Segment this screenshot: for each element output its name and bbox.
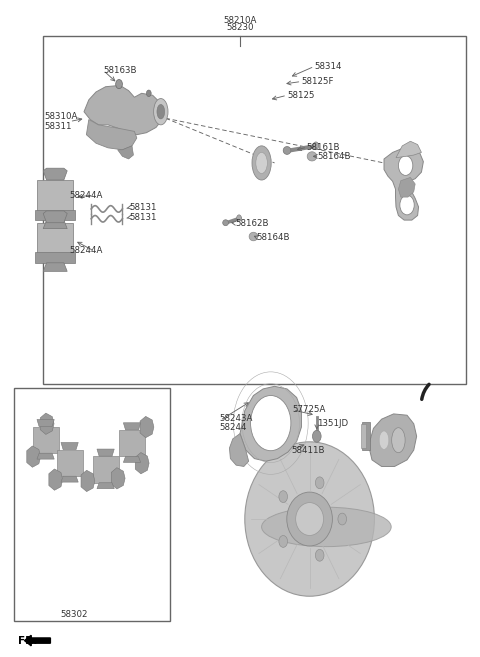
Polygon shape [123, 457, 141, 463]
Polygon shape [229, 434, 249, 466]
Polygon shape [123, 423, 141, 430]
Bar [361, 424, 366, 448]
Polygon shape [27, 446, 41, 467]
Text: 58125F: 58125F [301, 77, 334, 86]
Ellipse shape [252, 146, 271, 180]
Polygon shape [396, 141, 421, 158]
Text: 58131: 58131 [130, 203, 157, 212]
Bar [119, 430, 145, 457]
Ellipse shape [154, 99, 168, 125]
Polygon shape [37, 453, 54, 459]
Polygon shape [40, 413, 54, 434]
Polygon shape [118, 146, 133, 159]
Text: 1351JD: 1351JD [317, 419, 348, 428]
Ellipse shape [392, 428, 405, 453]
Polygon shape [140, 417, 154, 438]
Text: 58244A: 58244A [70, 191, 103, 200]
Bar [43, 36, 466, 384]
FancyArrow shape [24, 635, 50, 646]
Polygon shape [97, 449, 114, 456]
Text: 58243A: 58243A [220, 414, 253, 423]
Polygon shape [43, 220, 67, 229]
Circle shape [251, 396, 291, 451]
Circle shape [315, 549, 324, 561]
Polygon shape [86, 120, 137, 150]
Polygon shape [384, 148, 423, 220]
Ellipse shape [262, 507, 391, 547]
Text: 58244A: 58244A [70, 246, 103, 256]
Text: 58161B: 58161B [306, 143, 340, 152]
Text: 58311: 58311 [44, 122, 72, 131]
Text: 58210A: 58210A [223, 16, 257, 25]
Polygon shape [81, 470, 95, 491]
Polygon shape [398, 177, 415, 197]
Circle shape [312, 430, 321, 442]
Circle shape [237, 215, 241, 221]
Bar [37, 223, 73, 257]
Ellipse shape [249, 232, 258, 241]
Polygon shape [61, 443, 78, 449]
Text: 58411B: 58411B [292, 446, 325, 455]
Bar [57, 449, 83, 476]
Text: 58302: 58302 [60, 610, 88, 619]
Ellipse shape [307, 152, 317, 161]
Bar [37, 180, 73, 214]
Bar [35, 252, 75, 263]
Text: 58314: 58314 [314, 62, 342, 71]
Polygon shape [240, 386, 301, 461]
Text: 58125: 58125 [287, 91, 314, 100]
Bar [362, 422, 370, 450]
Circle shape [279, 535, 288, 547]
Circle shape [116, 79, 122, 89]
Text: 58310A: 58310A [44, 112, 78, 122]
Circle shape [146, 90, 151, 97]
Polygon shape [43, 211, 67, 223]
Text: 58162B: 58162B [235, 219, 269, 228]
Ellipse shape [157, 104, 165, 119]
Bar [35, 210, 75, 220]
Bar [14, 388, 170, 621]
Ellipse shape [223, 219, 228, 226]
Circle shape [400, 195, 414, 215]
Polygon shape [97, 483, 114, 489]
Bar [93, 456, 119, 483]
Text: 58164B: 58164B [256, 233, 290, 242]
Text: 58230: 58230 [226, 23, 254, 32]
Circle shape [279, 491, 288, 503]
Polygon shape [111, 468, 125, 489]
Polygon shape [135, 453, 149, 474]
Polygon shape [49, 469, 63, 490]
Circle shape [338, 513, 347, 525]
Text: 57725A: 57725A [293, 405, 326, 415]
Ellipse shape [296, 503, 324, 535]
Polygon shape [369, 414, 417, 466]
Polygon shape [61, 476, 78, 482]
Ellipse shape [379, 431, 389, 449]
Ellipse shape [287, 492, 333, 546]
Circle shape [315, 477, 324, 489]
Ellipse shape [245, 442, 374, 597]
Text: FR.: FR. [18, 635, 37, 646]
Polygon shape [43, 263, 67, 271]
Text: 58164B: 58164B [318, 152, 351, 161]
Ellipse shape [256, 152, 267, 173]
Polygon shape [37, 419, 54, 426]
Polygon shape [84, 85, 163, 135]
Polygon shape [43, 168, 67, 180]
Text: 58244: 58244 [220, 423, 247, 432]
Circle shape [398, 156, 413, 175]
Text: 58163B: 58163B [103, 66, 137, 75]
Ellipse shape [283, 147, 291, 154]
Bar [33, 426, 59, 453]
Circle shape [313, 142, 319, 150]
Text: 58131: 58131 [130, 213, 157, 222]
